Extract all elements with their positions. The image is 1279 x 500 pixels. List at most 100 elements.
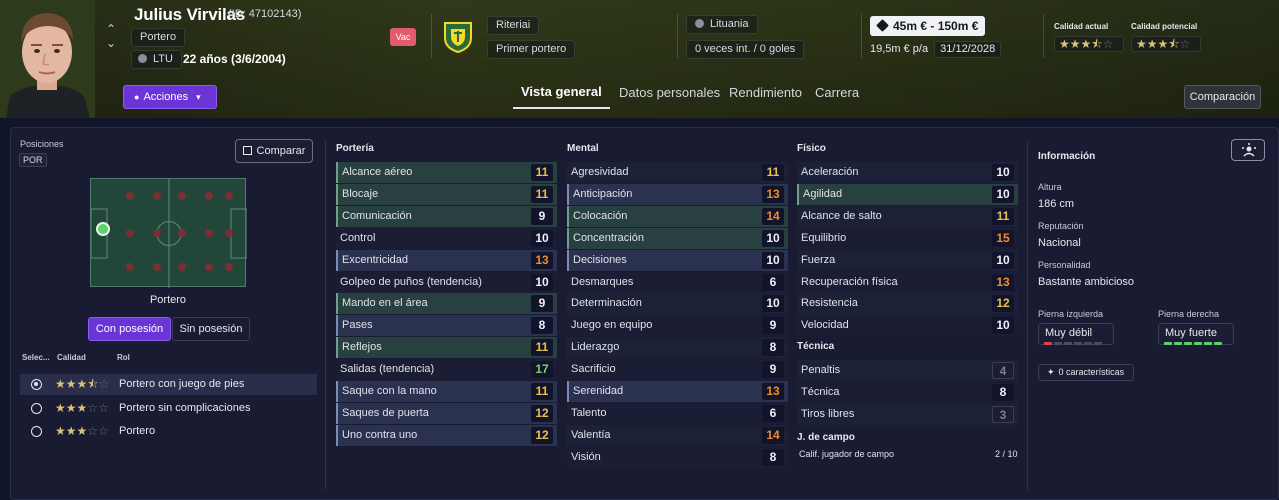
position-pitch[interactable]	[90, 178, 248, 288]
attribute-label: Desmarques	[571, 275, 634, 288]
globe-icon	[695, 19, 704, 28]
attribute-row[interactable]: Fuerza 10	[797, 249, 1018, 271]
attribute-row[interactable]: Tiros libres 3	[797, 403, 1018, 425]
tab-personal-data[interactable]: Datos personales	[619, 85, 721, 100]
attribute-row[interactable]: Uno contra uno 12	[336, 424, 557, 446]
attribute-row[interactable]: Desmarques 6	[567, 271, 788, 293]
attribute-row[interactable]: Velocidad 10	[797, 315, 1018, 337]
attribute-row[interactable]: Saques de puerta 12	[336, 402, 557, 424]
star-icon: ☆	[87, 401, 99, 415]
attribute-label: Visión	[571, 450, 601, 463]
chevron-up-icon[interactable]: ⌃	[105, 22, 117, 36]
attribute-row[interactable]: Pases 8	[336, 315, 557, 337]
player-nav-arrows[interactable]: ⌃ ⌄	[104, 22, 118, 52]
attribute-value: 10	[762, 295, 784, 313]
current-quality-stars: ★★★⯪☆	[1054, 36, 1124, 52]
attribute-row[interactable]: Liderazgo 8	[567, 337, 788, 359]
radio-button[interactable]	[31, 403, 42, 414]
attribute-row[interactable]: Alcance de salto 11	[797, 205, 1018, 227]
attribute-row[interactable]: Visión 8	[567, 446, 788, 468]
attribute-label: Uno contra uno	[342, 428, 418, 441]
strength-bar	[1194, 342, 1202, 345]
role-row[interactable]: ★★★⯪☆ Portero con juego de pies	[20, 374, 317, 395]
attribute-label: Pases	[342, 319, 373, 332]
attribute-value: 10	[992, 251, 1014, 269]
actions-button[interactable]: ● Acciones ▾	[123, 85, 217, 109]
attribute-row[interactable]: Decisiones 10	[567, 249, 788, 271]
star-icon: ★	[1080, 37, 1092, 51]
attribute-row[interactable]: Saque con la mano 11	[336, 381, 557, 402]
height-label: Altura	[1038, 182, 1062, 192]
attribute-row[interactable]: Alcance aéreo 11	[336, 162, 557, 183]
attribute-row[interactable]: Agresividad 11	[567, 162, 788, 183]
attribute-row[interactable]: Salidas (tendencia) 17	[336, 359, 557, 381]
left-foot-chip: Muy débil	[1038, 323, 1114, 345]
tab-overview[interactable]: Vista general	[521, 84, 602, 99]
out-of-possession-toggle[interactable]: Sin posesión	[172, 317, 250, 341]
star-icon: ☆	[98, 424, 109, 438]
attribute-row[interactable]: Juego en equipo 9	[567, 315, 788, 337]
attribute-row[interactable]: Penaltis 4	[797, 360, 1018, 381]
globe-icon	[138, 54, 147, 63]
club-name-chip[interactable]: Riteriai	[487, 16, 540, 35]
attribute-label: Valentía	[571, 428, 611, 441]
attribute-value: 6	[762, 273, 784, 291]
player-photo	[0, 0, 95, 118]
role-row[interactable]: ★★★☆☆ Portero sin complicaciones	[20, 398, 317, 419]
price-tag-icon	[876, 19, 889, 32]
potential-quality-label: Calidad potencial	[1131, 22, 1198, 31]
attribute-row[interactable]: Técnica 8	[797, 381, 1018, 403]
attribute-value: 11	[531, 164, 553, 181]
attribute-row[interactable]: Resistencia 12	[797, 293, 1018, 315]
attribute-label: Excentricidad	[342, 253, 409, 266]
status-badge[interactable]: Vac	[390, 28, 416, 46]
attribute-row[interactable]: Concentración 10	[567, 227, 788, 249]
nation-chip[interactable]: Lituania	[686, 15, 758, 34]
radio-button[interactable]	[31, 379, 42, 390]
attribute-row[interactable]: Valentía 14	[567, 424, 788, 446]
attribute-label: Concentración	[573, 231, 644, 244]
radio-button[interactable]	[31, 426, 42, 437]
chevron-down-icon[interactable]: ⌄	[105, 36, 117, 50]
comparison-button[interactable]: Comparación	[1184, 85, 1261, 109]
attribute-row[interactable]: Mando en el área 9	[336, 293, 557, 315]
attribute-row[interactable]: Control 10	[336, 227, 557, 249]
attribute-row[interactable]: Excentricidad 13	[336, 249, 557, 271]
select-column-header: Selec...	[22, 353, 50, 362]
attribute-row[interactable]: Comunicación 9	[336, 205, 557, 227]
tab-career[interactable]: Carrera	[815, 85, 860, 100]
attribute-value: 13	[762, 383, 784, 400]
traits-button[interactable]: ✦ 0 características	[1038, 364, 1134, 381]
compare-button[interactable]: Comparar	[235, 139, 313, 163]
attribute-row[interactable]: Agilidad 10	[797, 183, 1018, 205]
attribute-row[interactable]: Serenidad 13	[567, 381, 788, 402]
attribute-row[interactable]: Reflejos 11	[336, 337, 557, 359]
role-row[interactable]: ★★★☆☆ Portero	[20, 421, 317, 442]
attribute-label: Decisiones	[573, 253, 627, 266]
attribute-row[interactable]: Recuperación física 13	[797, 271, 1018, 293]
attribute-value: 8	[762, 448, 784, 466]
info-settings-button[interactable]	[1231, 139, 1265, 161]
attribute-label: Liderazgo	[571, 341, 620, 354]
attribute-label: Serenidad	[573, 385, 624, 397]
height-value: 186 cm	[1038, 198, 1075, 210]
attribute-value: 11	[531, 383, 553, 400]
attribute-row[interactable]: Aceleración 10	[797, 162, 1018, 183]
role-label: Portero con juego de pies	[119, 378, 245, 390]
potential-quality-stars: ★★★⯪☆	[1131, 36, 1201, 52]
attribute-row[interactable]: Blocaje 11	[336, 183, 557, 205]
attribute-row[interactable]: Determinación 10	[567, 293, 788, 315]
in-possession-toggle[interactable]: Con posesión	[88, 317, 171, 341]
attribute-row[interactable]: Sacrificio 9	[567, 359, 788, 381]
attribute-row[interactable]: Anticipación 13	[567, 183, 788, 205]
attribute-row[interactable]: Talento 6	[567, 402, 788, 424]
tab-performance[interactable]: Rendimiento	[729, 85, 802, 100]
left-foot-label: Pierna izquierda	[1038, 309, 1104, 319]
attribute-value: 11	[531, 185, 553, 203]
club-crest-icon[interactable]	[442, 20, 474, 54]
attribute-row[interactable]: Golpeo de puños (tendencia) 10	[336, 271, 557, 293]
role-quality-stars: ★★★☆☆	[55, 401, 109, 415]
attribute-row[interactable]: Equilibrio 15	[797, 227, 1018, 249]
attribute-value: 9	[762, 361, 784, 379]
attribute-row[interactable]: Colocación 14	[567, 205, 788, 227]
